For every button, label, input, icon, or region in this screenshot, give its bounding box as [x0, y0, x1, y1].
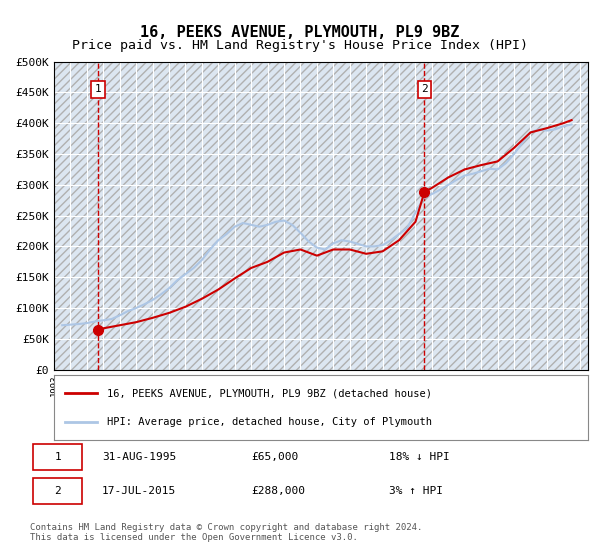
FancyBboxPatch shape — [33, 478, 82, 503]
Text: 16, PEEKS AVENUE, PLYMOUTH, PL9 9BZ: 16, PEEKS AVENUE, PLYMOUTH, PL9 9BZ — [140, 25, 460, 40]
Text: 31-AUG-1995: 31-AUG-1995 — [102, 452, 176, 462]
Text: 1: 1 — [94, 85, 101, 94]
Text: 3% ↑ HPI: 3% ↑ HPI — [389, 486, 443, 496]
Text: Price paid vs. HM Land Registry's House Price Index (HPI): Price paid vs. HM Land Registry's House … — [72, 39, 528, 52]
Text: 2: 2 — [54, 486, 61, 496]
Text: 1: 1 — [54, 452, 61, 462]
Text: 18% ↓ HPI: 18% ↓ HPI — [389, 452, 449, 462]
Text: £288,000: £288,000 — [251, 486, 305, 496]
Text: HPI: Average price, detached house, City of Plymouth: HPI: Average price, detached house, City… — [107, 417, 433, 427]
Text: Contains HM Land Registry data © Crown copyright and database right 2024.
This d: Contains HM Land Registry data © Crown c… — [30, 523, 422, 543]
Text: 2: 2 — [421, 85, 428, 94]
Text: £65,000: £65,000 — [251, 452, 298, 462]
FancyBboxPatch shape — [33, 445, 82, 470]
Text: 17-JUL-2015: 17-JUL-2015 — [102, 486, 176, 496]
Text: 16, PEEKS AVENUE, PLYMOUTH, PL9 9BZ (detached house): 16, PEEKS AVENUE, PLYMOUTH, PL9 9BZ (det… — [107, 388, 433, 398]
